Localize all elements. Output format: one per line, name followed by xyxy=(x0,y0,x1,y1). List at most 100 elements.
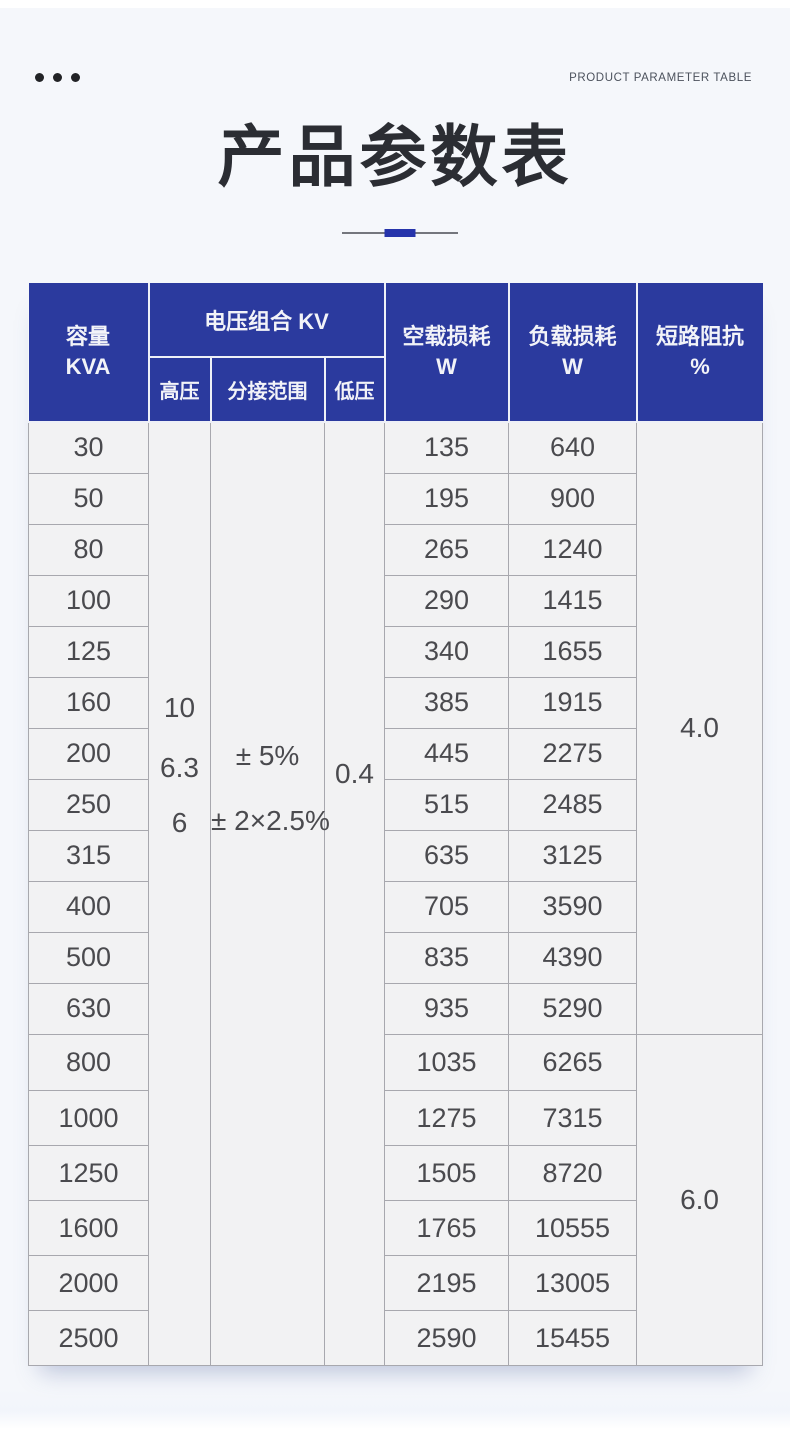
page-title: 产品参数表 xyxy=(217,120,573,195)
load-loss-cell: 1915 xyxy=(508,676,638,729)
kva-cell: 800 xyxy=(28,1033,149,1091)
lv-value: 0.4 xyxy=(335,758,374,789)
tap-range-merged-cell: ± 5% ± 2×2.5% xyxy=(210,421,330,1366)
dot-icon xyxy=(53,73,62,82)
no-load-loss-cell: 635 xyxy=(384,829,510,882)
load-loss-cell: 3125 xyxy=(508,829,638,882)
kva-cell: 125 xyxy=(28,625,149,678)
title-divider xyxy=(342,229,458,237)
load-loss-cell: 15455 xyxy=(508,1310,638,1366)
no-load-loss-cell: 340 xyxy=(384,625,510,678)
top-bar: PRODUCT PARAMETER TABLE xyxy=(0,70,790,88)
header-lv: 低压 xyxy=(323,356,386,423)
kva-cell: 250 xyxy=(28,778,149,831)
no-load-loss-cell: 445 xyxy=(384,727,510,780)
hv-value: 6 xyxy=(171,807,188,838)
load-loss-cell: 5290 xyxy=(508,982,638,1035)
load-loss-cell: 2485 xyxy=(508,778,638,831)
load-loss-cell: 7315 xyxy=(508,1090,638,1146)
no-load-loss-cell: 135 xyxy=(384,421,510,474)
hv-values-stack: 10 6.3 6 xyxy=(149,423,210,1365)
no-load-loss-cell: 705 xyxy=(384,880,510,933)
header-load-loss: 负载损耗 W xyxy=(507,283,638,423)
table-row: 1250 1505 8720 xyxy=(28,1145,763,1201)
tap-values-stack: ± 5% ± 2×2.5% xyxy=(211,423,330,1365)
no-load-loss-cell: 1275 xyxy=(384,1090,510,1146)
kva-cell: 630 xyxy=(28,982,149,1035)
no-load-loss-cell: 195 xyxy=(384,472,510,525)
kva-cell: 315 xyxy=(28,829,149,882)
table-wrapper: 容量 KVA 电压组合 KV 空载损耗 W 负载损耗 W 短路阻抗 % 高压 分… xyxy=(28,283,764,1366)
header-capacity-line2: KVA xyxy=(65,354,111,379)
load-loss-cell: 1415 xyxy=(508,574,638,627)
load-loss-cell: 13005 xyxy=(508,1255,638,1311)
kva-cell: 100 xyxy=(28,574,149,627)
table-row: 1000 1275 7315 xyxy=(28,1090,763,1146)
load-loss-cell: 10555 xyxy=(508,1200,638,1256)
kva-cell: 1600 xyxy=(28,1200,149,1256)
table-row: 200 445 2275 xyxy=(28,727,763,780)
no-load-loss-cell: 265 xyxy=(384,523,510,576)
dot-icon xyxy=(71,73,80,82)
kva-cell: 50 xyxy=(28,472,149,525)
header-capacity: 容量 KVA xyxy=(28,283,150,423)
header-load-loss-line1: 负载损耗 xyxy=(528,324,617,349)
load-loss-cell: 900 xyxy=(508,472,638,525)
kva-cell: 30 xyxy=(28,421,149,474)
dots-icon xyxy=(35,73,80,82)
kva-cell: 500 xyxy=(28,931,149,984)
no-load-loss-cell: 290 xyxy=(384,574,510,627)
no-load-loss-cell: 1765 xyxy=(384,1200,510,1256)
header-load-loss-line2: W xyxy=(562,354,583,379)
kva-cell: 1000 xyxy=(28,1090,149,1146)
header-tap-range: 分接范围 xyxy=(209,356,326,423)
no-load-loss-cell: 935 xyxy=(384,982,510,1035)
header-no-load-loss-line2: W xyxy=(436,354,457,379)
kva-cell: 80 xyxy=(28,523,149,576)
table-row: 2000 2195 13005 xyxy=(28,1255,763,1311)
no-load-loss-cell: 2195 xyxy=(384,1255,510,1311)
load-loss-cell: 1655 xyxy=(508,625,638,678)
divider-accent-bar xyxy=(384,229,416,237)
load-loss-cell: 1240 xyxy=(508,523,638,576)
load-loss-cell: 4390 xyxy=(508,931,638,984)
lv-values-stack: 0.4 xyxy=(325,423,384,1365)
table-row: 1600 1765 10555 xyxy=(28,1200,763,1256)
kva-cell: 2500 xyxy=(28,1310,149,1366)
kva-cell: 1250 xyxy=(28,1145,149,1201)
load-loss-cell: 8720 xyxy=(508,1145,638,1201)
product-parameter-table: 容量 KVA 电压组合 KV 空载损耗 W 负载损耗 W 短路阻抗 % 高压 分… xyxy=(28,283,764,1366)
load-loss-cell: 640 xyxy=(508,421,638,474)
load-loss-cell: 3590 xyxy=(508,880,638,933)
no-load-loss-cell: 2590 xyxy=(384,1310,510,1366)
no-load-loss-cell: 385 xyxy=(384,676,510,729)
impedance-cell-b: 6.0 xyxy=(636,1033,764,1366)
kva-cell: 400 xyxy=(28,880,149,933)
header-capacity-line1: 容量 xyxy=(65,324,110,349)
english-caption: PRODUCT PARAMETER TABLE xyxy=(569,72,752,84)
hv-value: 10 xyxy=(163,692,196,723)
table-row: 315 635 3125 xyxy=(28,829,763,882)
header-no-load-loss: 空载损耗 W xyxy=(383,283,510,423)
hv-value: 6.3 xyxy=(160,752,199,783)
no-load-loss-cell: 1505 xyxy=(384,1145,510,1201)
impedance-cell-a: 4.0 xyxy=(636,421,764,1035)
kva-cell: 160 xyxy=(28,676,149,729)
load-loss-cell: 6265 xyxy=(508,1033,638,1091)
table-row: 160 385 1915 xyxy=(28,676,763,729)
kva-cell: 200 xyxy=(28,727,149,780)
kva-cell: 2000 xyxy=(28,1255,149,1311)
header-impedance-line1: 短路阻抗 xyxy=(656,324,745,349)
no-load-loss-cell: 515 xyxy=(384,778,510,831)
tap-value: ± 5% xyxy=(235,740,300,771)
lv-merged-cell: 0.4 xyxy=(323,421,386,1366)
table-row: 125 340 1655 xyxy=(28,625,763,678)
hv-merged-cell: 10 6.3 6 xyxy=(148,421,211,1366)
header-hv: 高压 xyxy=(147,356,212,423)
table-row: 30 10 6.3 6 ± 5% ± 2×2.5% 0.4 135 xyxy=(28,421,764,1366)
table-row: 800 1035 6265 6.0 xyxy=(28,1033,764,1366)
table-row: 50 195 900 xyxy=(28,472,763,525)
table-row: 250 515 2485 xyxy=(28,778,763,831)
no-load-loss-cell: 835 xyxy=(384,931,510,984)
table-row: 500 835 4390 xyxy=(28,931,763,984)
